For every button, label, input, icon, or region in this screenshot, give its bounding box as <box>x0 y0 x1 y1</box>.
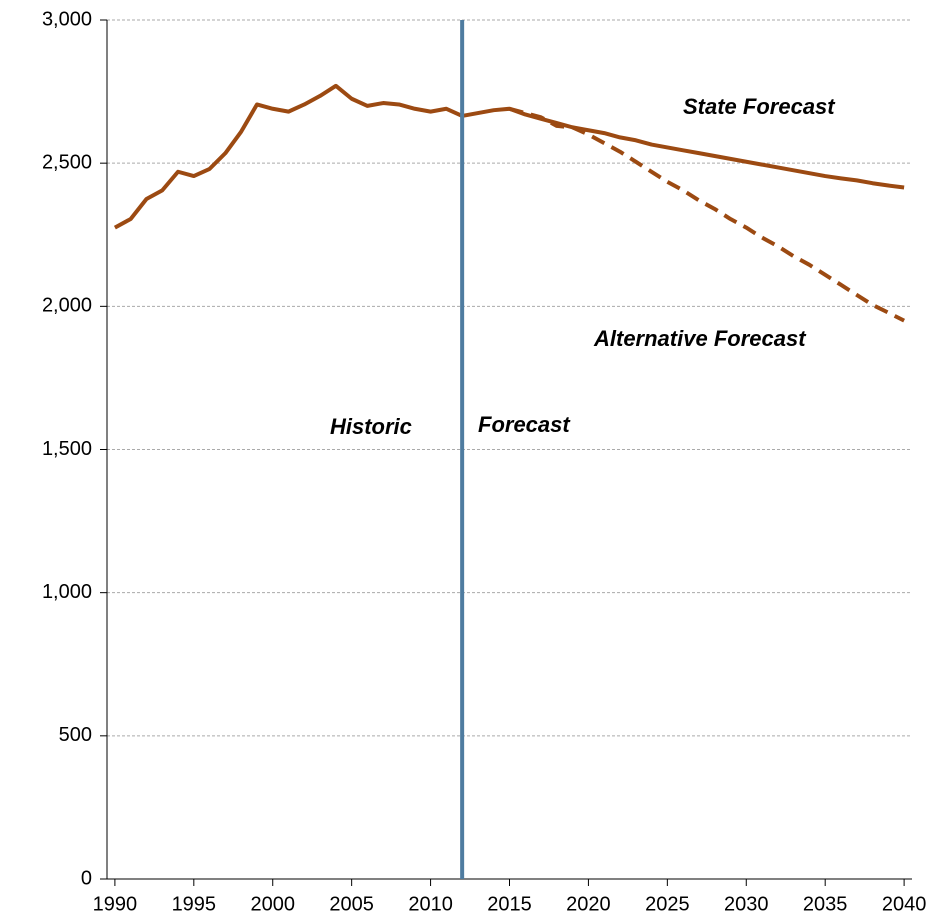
x-tick-label: 2010 <box>408 893 453 915</box>
annotation: Historic <box>330 414 412 439</box>
x-tick-label: 2005 <box>329 893 374 915</box>
y-tick-label: 1,000 <box>42 581 92 603</box>
series-label: Alternative Forecast <box>593 326 807 351</box>
series-line <box>508 106 906 323</box>
y-tick-label: 0 <box>81 867 92 889</box>
x-tick-label: 2025 <box>645 893 690 915</box>
y-tick-label: 1,500 <box>42 438 92 460</box>
x-tick-label: 1995 <box>172 893 217 915</box>
annotation: Forecast <box>478 412 571 437</box>
x-tick-label: 2000 <box>250 893 295 915</box>
x-tick-label: 2020 <box>566 893 611 915</box>
y-tick-label: 2,500 <box>42 151 92 173</box>
x-tick-label: 2030 <box>724 893 769 915</box>
series-line <box>113 83 905 230</box>
x-tick-label: 1990 <box>93 893 138 915</box>
y-tick-label: 2,000 <box>42 295 92 317</box>
x-tick-label: 2015 <box>487 893 532 915</box>
x-tick-label: 2040 <box>882 893 927 915</box>
y-tick-label: 3,000 <box>42 8 92 30</box>
x-tick-label: 2035 <box>803 893 848 915</box>
y-tick-label: 500 <box>59 724 92 746</box>
series-label: State Forecast <box>683 94 836 119</box>
